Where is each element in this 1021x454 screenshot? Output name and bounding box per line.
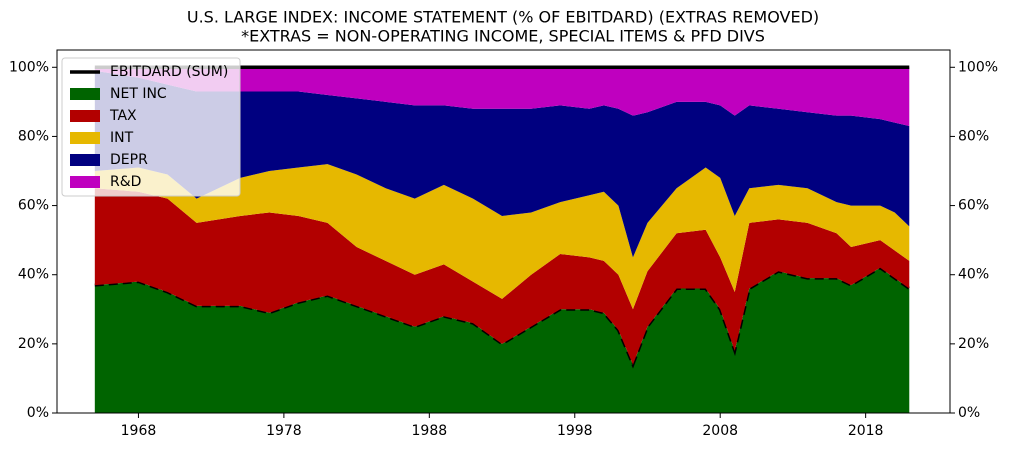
y-tick-label: 60% — [18, 198, 49, 214]
area — [94, 67, 910, 127]
legend-swatch — [70, 88, 100, 100]
legend: EBITDARD (SUM) NET INC TAX INT DEPR R&D — [61, 57, 241, 197]
x-tick-label: 1968 — [121, 423, 157, 439]
legend-label: NET INC — [110, 86, 167, 102]
x-tick-label: 2008 — [702, 423, 738, 439]
x-tick-label: 1998 — [557, 423, 593, 439]
area — [94, 70, 910, 258]
x-tick-label: 2018 — [848, 423, 884, 439]
legend-swatch — [70, 132, 100, 144]
y2-tick-label: 100% — [958, 59, 998, 75]
area — [94, 188, 910, 365]
y2-tick-label: 80% — [958, 128, 989, 144]
y-tick-label: 0% — [27, 405, 49, 421]
y2-tick-label: 20% — [958, 336, 989, 352]
y2-tick-label: 60% — [958, 198, 989, 214]
chart-subtitle: *EXTRAS = NON-OPERATING INCOME, SPECIAL … — [241, 27, 765, 46]
y-tick-label: 100% — [9, 59, 49, 75]
legend-label: TAX — [109, 108, 137, 124]
legend-label: EBITDARD (SUM) — [110, 64, 228, 80]
legend-swatch — [70, 110, 100, 122]
legend-swatch — [70, 176, 100, 188]
legend-box — [61, 57, 241, 197]
legend-swatch — [70, 154, 100, 166]
y-tick-label: 20% — [18, 336, 49, 352]
area — [94, 164, 910, 310]
legend-label: R&D — [110, 174, 141, 190]
y-tick-label: 80% — [18, 128, 49, 144]
y-tick-label: 40% — [18, 267, 49, 283]
y2-tick-label: 0% — [958, 405, 980, 421]
area — [94, 267, 910, 413]
plot-frame — [56, 49, 951, 414]
legend-label: INT — [110, 130, 134, 146]
y2-tick-label: 40% — [958, 267, 989, 283]
legend-label: DEPR — [110, 152, 148, 168]
chart-title: U.S. LARGE INDEX: INCOME STATEMENT (% OF… — [187, 8, 819, 27]
x-tick-label: 1978 — [266, 423, 302, 439]
x-tick-label: 1988 — [412, 423, 448, 439]
